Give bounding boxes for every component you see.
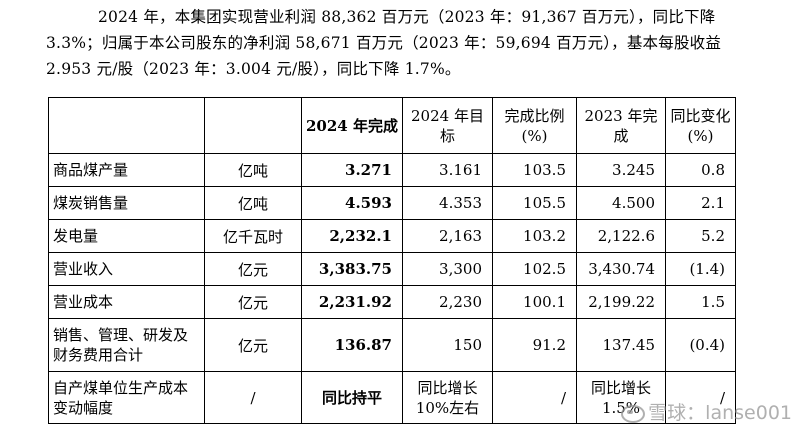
cell-item: 营业成本 — [48, 285, 205, 319]
summary-text: 2024 年，本集团实现营业利润 88,362 百万元（2023 年：91,36… — [46, 8, 722, 78]
cell-actual-2024: 3,383.75 — [301, 252, 403, 286]
cell-ratio: 105.5 — [492, 186, 577, 220]
cell-yoy: 0.8 — [665, 153, 736, 187]
cell-yoy: 2.1 — [665, 186, 736, 220]
cell-yoy: (0.4) — [665, 318, 736, 372]
cell-unit: 亿吨 — [204, 153, 302, 187]
cell-actual-2023: 同比增长1.5% — [576, 371, 666, 424]
cell-actual-2024: 136.87 — [301, 318, 403, 372]
cell-yoy: 5.2 — [665, 219, 736, 253]
header-actual-2023: 2023 年完成 — [576, 97, 666, 154]
watermark: 雪球：lanse001 — [618, 398, 792, 425]
cell-actual-2023: 3,430.74 — [576, 252, 666, 286]
cell-item: 煤炭销售量 — [48, 186, 205, 220]
cell-target-2024: 3,300 — [402, 252, 493, 286]
header-yoy: 同比变化(%) — [665, 97, 736, 154]
table-row: 发电量 亿千瓦时 2,232.1 2,163 103.2 2,122.6 5.2 — [48, 219, 736, 253]
table-row: 自产煤单位生产成本变动幅度 / 同比持平 同比增长10%左右 / 同比增长1.5… — [48, 371, 736, 424]
performance-table: 2024 年完成 2024 年目标 完成比例(%) 2023 年完成 同比变化(… — [48, 97, 736, 424]
snowball-logo-icon — [618, 401, 646, 423]
header-target-2024: 2024 年目标 — [402, 97, 493, 154]
table-row: 营业收入 亿元 3,383.75 3,300 102.5 3,430.74 (1… — [48, 252, 736, 286]
cell-item: 营业收入 — [48, 252, 205, 286]
cell-actual-2023: 4.500 — [576, 186, 666, 220]
header-ratio: 完成比例(%) — [492, 97, 577, 154]
cell-target-2024: 150 — [402, 318, 493, 372]
cell-unit: 亿吨 — [204, 186, 302, 220]
watermark-text: 雪球：lanse001 — [648, 402, 792, 424]
cell-actual-2023: 2,122.6 — [576, 219, 666, 253]
cell-yoy: / — [665, 371, 736, 424]
cell-actual-2024: 2,231.92 — [301, 285, 403, 319]
cell-yoy: 1.5 — [665, 285, 736, 319]
cell-target-2024: 同比增长10%左右 — [402, 371, 493, 424]
cell-ratio: 100.1 — [492, 285, 577, 319]
cell-actual-2023: 2,199.22 — [576, 285, 666, 319]
cell-target-2024: 2,163 — [402, 219, 493, 253]
table-row: 营业成本 亿元 2,231.92 2,230 100.1 2,199.22 1.… — [48, 285, 736, 319]
header-unit — [204, 97, 302, 154]
cell-item: 销售、管理、研发及财务费用合计 — [48, 318, 205, 372]
cell-yoy: (1.4) — [665, 252, 736, 286]
cell-item: 发电量 — [48, 219, 205, 253]
cell-actual-2024: 同比持平 — [301, 371, 403, 424]
summary-paragraph: 2024 年，本集团实现营业利润 88,362 百万元（2023 年：91,36… — [46, 4, 756, 82]
cell-ratio: 91.2 — [492, 318, 577, 372]
cell-ratio: 102.5 — [492, 252, 577, 286]
cell-ratio: / — [492, 371, 577, 424]
cell-item: 自产煤单位生产成本变动幅度 — [48, 371, 205, 424]
table-row: 商品煤产量 亿吨 3.271 3.161 103.5 3.245 0.8 — [48, 153, 736, 187]
cell-actual-2024: 3.271 — [301, 153, 403, 187]
cell-target-2024: 2,230 — [402, 285, 493, 319]
header-actual-2024: 2024 年完成 — [301, 97, 403, 154]
cell-ratio: 103.5 — [492, 153, 577, 187]
cell-unit: / — [204, 371, 302, 424]
cell-target-2024: 3.161 — [402, 153, 493, 187]
table-row: 销售、管理、研发及财务费用合计 亿元 136.87 150 91.2 137.4… — [48, 318, 736, 372]
cell-target-2024: 4.353 — [402, 186, 493, 220]
cell-unit: 亿元 — [204, 285, 302, 319]
cell-actual-2024: 4.593 — [301, 186, 403, 220]
cell-unit: 亿元 — [204, 318, 302, 372]
cell-item: 商品煤产量 — [48, 153, 205, 187]
cell-ratio: 103.2 — [492, 219, 577, 253]
cell-unit: 亿千瓦时 — [204, 219, 302, 253]
cell-actual-2023: 137.45 — [576, 318, 666, 372]
table-header-row: 2024 年完成 2024 年目标 完成比例(%) 2023 年完成 同比变化(… — [48, 97, 736, 154]
table-row: 煤炭销售量 亿吨 4.593 4.353 105.5 4.500 2.1 — [48, 186, 736, 220]
cell-actual-2023: 3.245 — [576, 153, 666, 187]
cell-actual-2024: 2,232.1 — [301, 219, 403, 253]
cell-unit: 亿元 — [204, 252, 302, 286]
header-item — [48, 97, 205, 154]
